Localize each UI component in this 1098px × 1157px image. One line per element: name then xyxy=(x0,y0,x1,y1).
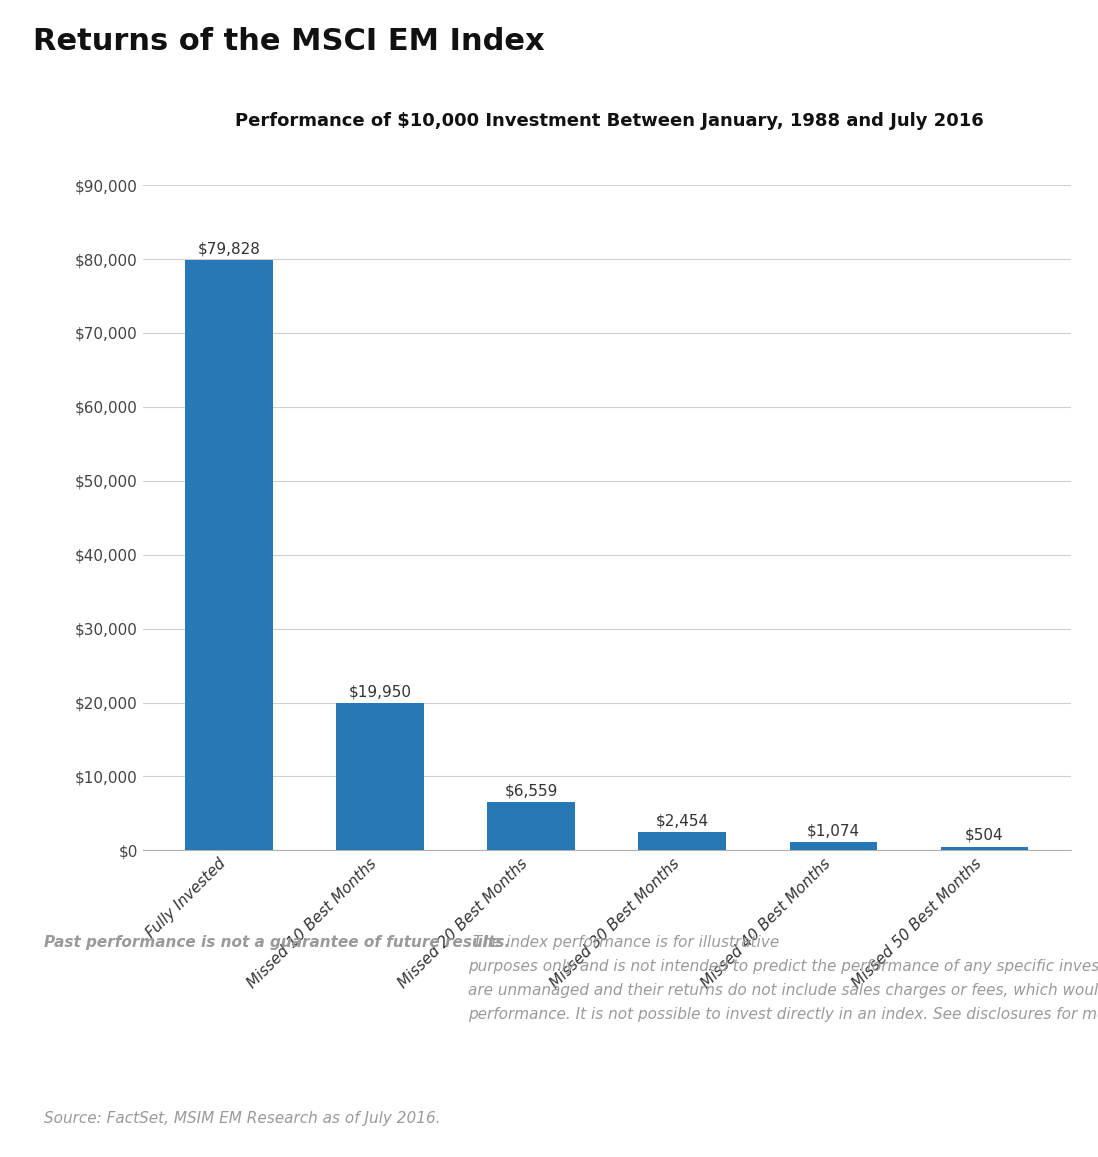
Text: Source: FactSet, MSIM EM Research as of July 2016.: Source: FactSet, MSIM EM Research as of … xyxy=(44,1111,440,1126)
Text: $504: $504 xyxy=(965,828,1004,843)
Text: $2,454: $2,454 xyxy=(656,813,709,828)
Bar xyxy=(941,847,1029,850)
Text: $79,828: $79,828 xyxy=(198,242,260,257)
Text: Past performance is not a guarantee of future results.: Past performance is not a guarantee of f… xyxy=(44,935,511,950)
Bar xyxy=(488,802,575,850)
Text: The index performance is for illustrative
purposes only and is not intended to p: The index performance is for illustrativ… xyxy=(468,935,1098,1023)
Bar xyxy=(336,703,424,850)
Bar xyxy=(184,260,272,850)
Text: $1,074: $1,074 xyxy=(807,824,860,839)
Text: Performance of $10,000 Investment Between January, 1988 and July 2016: Performance of $10,000 Investment Betwee… xyxy=(235,112,984,131)
Text: $19,950: $19,950 xyxy=(348,684,412,699)
Text: $6,559: $6,559 xyxy=(504,783,558,798)
Text: Returns of the MSCI EM Index: Returns of the MSCI EM Index xyxy=(33,27,545,56)
Bar xyxy=(789,842,877,850)
Bar xyxy=(638,832,726,850)
